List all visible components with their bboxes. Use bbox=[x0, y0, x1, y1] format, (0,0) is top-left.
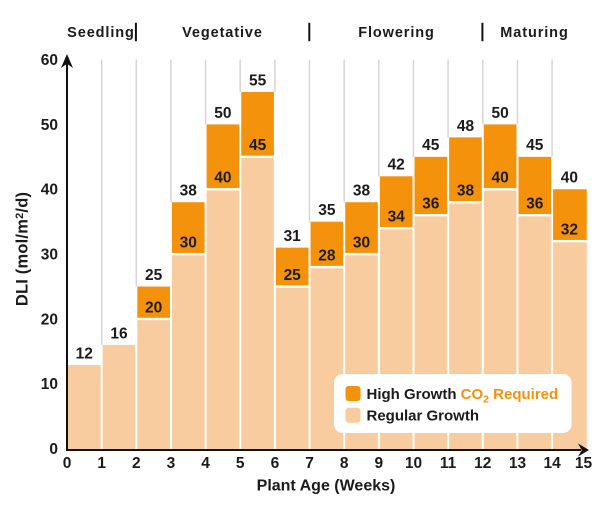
svg-text:6: 6 bbox=[271, 455, 280, 472]
svg-text:34: 34 bbox=[388, 209, 406, 226]
svg-text:3: 3 bbox=[167, 455, 176, 472]
svg-text:50: 50 bbox=[491, 105, 508, 122]
svg-text:16: 16 bbox=[110, 325, 128, 342]
svg-text:38: 38 bbox=[180, 183, 198, 200]
svg-text:20: 20 bbox=[41, 311, 58, 328]
svg-text:10: 10 bbox=[405, 455, 422, 472]
svg-text:35: 35 bbox=[318, 202, 336, 219]
svg-text:Regular Growth: Regular Growth bbox=[367, 408, 480, 425]
svg-text:50: 50 bbox=[214, 105, 231, 122]
svg-text:1: 1 bbox=[97, 455, 106, 472]
svg-text:32: 32 bbox=[561, 222, 578, 239]
svg-text:45: 45 bbox=[526, 137, 544, 154]
svg-text:10: 10 bbox=[41, 376, 58, 393]
svg-text:DLI (mol/m2/d): DLI (mol/m2/d) bbox=[14, 192, 32, 306]
svg-text:50: 50 bbox=[41, 117, 58, 134]
svg-text:11: 11 bbox=[440, 455, 457, 472]
svg-text:45: 45 bbox=[422, 137, 440, 154]
svg-text:Seedling: Seedling bbox=[67, 25, 135, 41]
svg-text:15: 15 bbox=[575, 455, 593, 472]
svg-text:38: 38 bbox=[353, 183, 371, 200]
svg-text:Flowering: Flowering bbox=[358, 25, 435, 41]
svg-text:20: 20 bbox=[145, 299, 162, 316]
svg-text:55: 55 bbox=[249, 72, 267, 89]
svg-text:25: 25 bbox=[284, 267, 302, 284]
svg-text:25: 25 bbox=[145, 267, 163, 284]
svg-text:60: 60 bbox=[41, 52, 58, 69]
svg-text:40: 40 bbox=[561, 170, 578, 187]
svg-text:38: 38 bbox=[457, 183, 475, 200]
svg-text:30: 30 bbox=[41, 247, 58, 264]
svg-text:40: 40 bbox=[214, 170, 231, 187]
svg-text:0: 0 bbox=[49, 441, 58, 458]
svg-text:30: 30 bbox=[180, 235, 197, 252]
svg-text:9: 9 bbox=[374, 455, 383, 472]
svg-text:5: 5 bbox=[236, 455, 245, 472]
svg-text:36: 36 bbox=[422, 196, 440, 213]
svg-text:48: 48 bbox=[457, 118, 475, 135]
svg-text:7: 7 bbox=[305, 455, 314, 472]
svg-text:12: 12 bbox=[76, 345, 93, 362]
svg-text:Plant Age (Weeks): Plant Age (Weeks) bbox=[257, 478, 396, 495]
svg-text:14: 14 bbox=[543, 455, 561, 472]
svg-text:40: 40 bbox=[491, 170, 508, 187]
svg-text:8: 8 bbox=[340, 455, 349, 472]
svg-text:28: 28 bbox=[318, 248, 336, 265]
svg-text:42: 42 bbox=[388, 157, 405, 174]
svg-text:High Growth CO2 Required: High Growth CO2 Required bbox=[367, 386, 559, 406]
svg-text:13: 13 bbox=[509, 455, 527, 472]
svg-text:30: 30 bbox=[353, 235, 370, 252]
svg-text:Vegetative: Vegetative bbox=[182, 25, 263, 41]
svg-text:40: 40 bbox=[41, 182, 58, 199]
svg-text:12: 12 bbox=[474, 455, 491, 472]
svg-text:36: 36 bbox=[526, 196, 544, 213]
svg-text:31: 31 bbox=[284, 228, 302, 245]
svg-text:0: 0 bbox=[63, 455, 72, 472]
svg-text:Maturing: Maturing bbox=[500, 25, 568, 41]
svg-text:45: 45 bbox=[249, 137, 267, 154]
svg-text:4: 4 bbox=[201, 455, 210, 472]
svg-text:2: 2 bbox=[132, 455, 141, 472]
